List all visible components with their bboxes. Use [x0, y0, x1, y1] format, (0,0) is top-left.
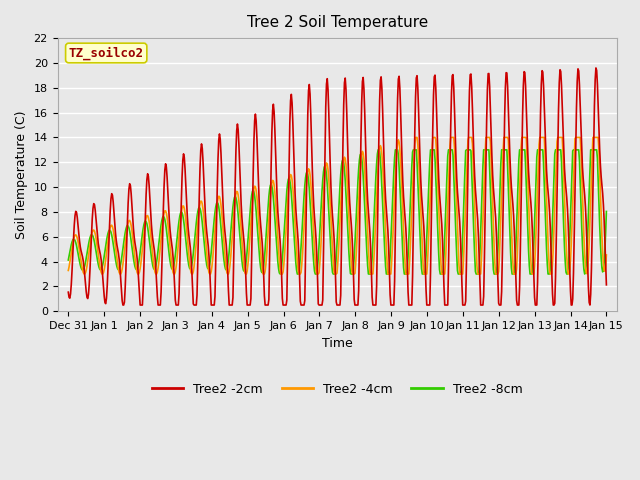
Line: Tree2 -2cm: Tree2 -2cm: [68, 68, 607, 305]
Text: TZ_soilco2: TZ_soilco2: [68, 46, 144, 60]
Tree2 -8cm: [420, 271, 428, 277]
Tree2 -2cm: [131, 234, 138, 240]
Tree2 -2cm: [185, 232, 193, 238]
Tree2 -2cm: [65, 289, 72, 295]
Tree2 -2cm: [403, 264, 411, 269]
Title: Tree 2 Soil Temperature: Tree 2 Soil Temperature: [247, 15, 428, 30]
Tree2 -8cm: [374, 147, 382, 153]
Tree2 -8cm: [603, 209, 611, 215]
Tree2 -4cm: [603, 252, 611, 258]
Tree2 -8cm: [74, 251, 82, 256]
Tree2 -8cm: [129, 255, 137, 261]
Tree2 -2cm: [603, 282, 611, 288]
Tree2 -2cm: [213, 186, 221, 192]
Line: Tree2 -4cm: Tree2 -4cm: [68, 137, 607, 274]
Y-axis label: Soil Temperature (C): Soil Temperature (C): [15, 110, 28, 239]
Tree2 -2cm: [119, 302, 127, 308]
Tree2 -4cm: [65, 267, 72, 273]
Tree2 -4cm: [412, 134, 419, 140]
Line: Tree2 -8cm: Tree2 -8cm: [68, 150, 607, 274]
Tree2 -8cm: [65, 257, 72, 263]
Tree2 -2cm: [592, 65, 600, 71]
Tree2 -8cm: [294, 271, 301, 277]
Tree2 -2cm: [74, 222, 82, 228]
Tree2 -4cm: [131, 248, 138, 253]
Tree2 -4cm: [213, 201, 221, 206]
Tree2 -8cm: [184, 258, 192, 264]
Tree2 -4cm: [185, 251, 193, 257]
Tree2 -4cm: [403, 271, 411, 277]
Tree2 -8cm: [212, 201, 220, 206]
Tree2 -8cm: [404, 253, 412, 259]
Tree2 -4cm: [98, 271, 106, 277]
Tree2 -2cm: [419, 212, 427, 218]
Tree2 -4cm: [74, 239, 82, 244]
X-axis label: Time: Time: [322, 336, 353, 349]
Tree2 -4cm: [420, 271, 428, 277]
Legend: Tree2 -2cm, Tree2 -4cm, Tree2 -8cm: Tree2 -2cm, Tree2 -4cm, Tree2 -8cm: [147, 378, 527, 401]
